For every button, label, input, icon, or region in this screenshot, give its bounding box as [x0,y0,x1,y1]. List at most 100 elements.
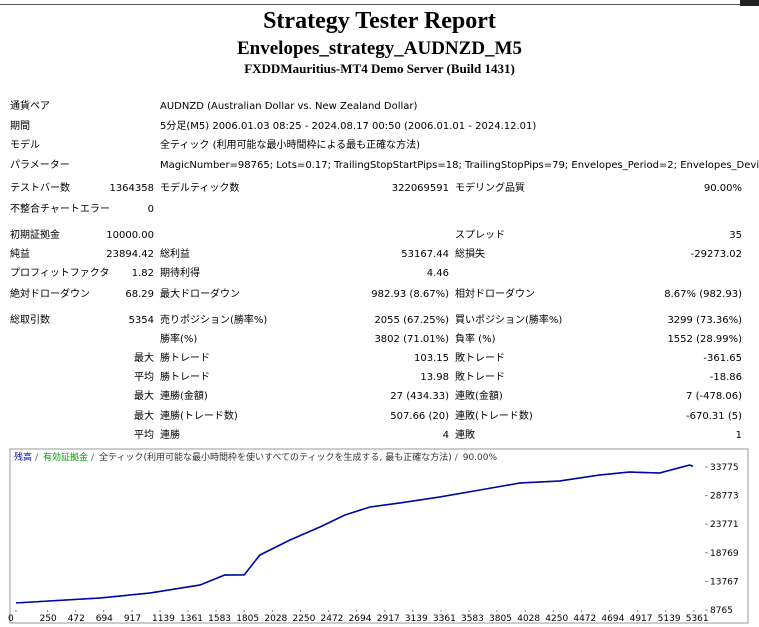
x-tick-label: 3139 [405,614,428,624]
x-tick-label: 917 [124,614,141,624]
stat-label: 相対ドローダウン [455,289,535,300]
chart-frame [9,448,749,624]
stat-label: 初期証拠金 [10,230,60,241]
stat-label: 敗トレード [455,372,505,383]
stat-label: モデルティック数 [160,183,240,194]
legend-model: 全ティック(利用可能な最小時間枠を使いすべてのティックを生成する, 最も正確な方… [99,451,452,463]
stat-value: 103.15 [414,353,449,364]
stat-label: 連敗(金額) [455,391,503,402]
stat-value: 最大 [134,411,154,422]
stat-value: 7 (-478.06) [686,391,742,402]
y-tick-label: 23771 [710,520,739,530]
stat-label: 連敗(トレード数) [455,411,533,422]
stat-value: 1 [735,430,742,441]
stat-value: -670.31 (5) [686,411,742,422]
x-tick-label: 5361 [686,614,709,624]
x-tick-label: 4917 [630,614,653,624]
stat-label: 敗トレード [455,353,505,364]
stat-label: スプレッド [455,230,505,241]
stat-label: モデリング品質 [455,183,525,194]
stat-label: プロフィットファクタ [10,268,110,279]
x-tick-label: 2250 [292,614,315,624]
stat-value: 1.82 [131,268,154,279]
stat-label: 純益 [10,249,30,260]
x-tick-label: 2472 [321,614,344,624]
stat-label: テストバー数 [10,183,70,194]
x-tick-label: 4472 [573,614,596,624]
stat-value: 1552 (28.99%) [667,334,742,345]
stat-label: 勝率(%) [160,334,198,345]
stat-label: 売りポジション(勝率%) [160,315,268,326]
report-title: Strategy Tester Report [263,8,496,34]
y-tick-label: 18769 [710,549,739,559]
stat-label: 総利益 [160,249,190,260]
info-value: AUDNZD (Australian Dollar vs. New Zealan… [160,101,418,112]
stat-value: 3802 (71.01%) [374,334,449,345]
y-tick-label: 33775 [710,463,739,473]
stat-value: 最大 [134,353,154,364]
top-tab [740,0,759,6]
x-tick-label: 1361 [180,614,203,624]
x-tick-label: 0 [8,614,14,624]
stat-label: 負率 (%) [455,334,496,345]
x-tick-label: 4028 [517,614,540,624]
stat-label: 総損失 [455,249,485,260]
stat-value: 平均 [134,430,154,441]
stat-label: 絶対ドローダウン [10,289,90,300]
stat-value: 平均 [134,372,154,383]
info-value: MagicNumber=98765; Lots=0.17; TrailingSt… [160,160,759,171]
stat-value: -29273.02 [690,249,742,260]
stat-value: 3299 (73.36%) [667,315,742,326]
stat-value: 23894.42 [106,249,154,260]
stat-label: 連勝(トレード数) [160,411,238,422]
stat-value: 27 (434.33) [390,391,449,402]
x-tick-label: 1805 [236,614,259,624]
stat-label: 期待利得 [160,268,200,279]
stat-value: 13.98 [420,372,449,383]
info-value: 全ティック (利用可能な最小時間枠による最も正確な方法) [160,140,421,151]
x-tick-label: 2028 [264,614,287,624]
stat-label: 総取引数 [10,315,50,326]
stat-label: 勝トレード [160,353,210,364]
x-tick-label: 4694 [601,614,624,624]
stat-value: 8.67% (982.93) [664,289,742,300]
x-tick-label: 1139 [152,614,175,624]
stat-label: 連勝 [160,430,180,441]
legend-entry: 有効証拠金 [43,451,88,463]
stat-value: 68.29 [125,289,154,300]
stat-value: 10000.00 [106,230,154,241]
legend-separator: / [35,453,39,463]
stat-label: 不整合チャートエラー [10,204,110,215]
x-tick-label: 250 [40,614,57,624]
stat-label: 勝トレード [160,372,210,383]
top-rule [0,4,740,5]
x-tick-label: 2917 [377,614,400,624]
stat-value: 1364358 [109,183,154,194]
stat-value: 0 [147,204,154,215]
legend-entry: 残高 [14,451,32,463]
report-subtitle: Envelopes_strategy_AUDNZD_M5 [237,38,522,59]
stat-label: 連勝(金額) [160,391,208,402]
legend-quality: 90.00% [463,453,498,463]
legend-separator: / [91,453,95,463]
x-tick-label: 3583 [461,614,484,624]
info-label: モデル [10,140,40,151]
stat-label: 買いポジション(勝率%) [455,315,563,326]
x-tick-label: 3805 [489,614,512,624]
stat-value: -18.86 [709,372,742,383]
stat-value: 最大 [134,391,154,402]
x-tick-label: 1583 [208,614,231,624]
info-label: 期間 [10,121,30,132]
balance-line [15,464,694,604]
stat-label: 連敗 [455,430,475,441]
stat-value: 4 [442,430,449,441]
x-tick-label: 4250 [545,614,568,624]
x-tick-label: 5139 [658,614,681,624]
stat-label: 最大ドローダウン [160,289,240,300]
server-line: FXDDMauritius-MT4 Demo Server (Build 143… [244,61,515,76]
info-label: パラメーター [10,160,70,171]
x-tick-label: 694 [96,614,113,624]
stat-value: 2055 (67.25%) [374,315,449,326]
